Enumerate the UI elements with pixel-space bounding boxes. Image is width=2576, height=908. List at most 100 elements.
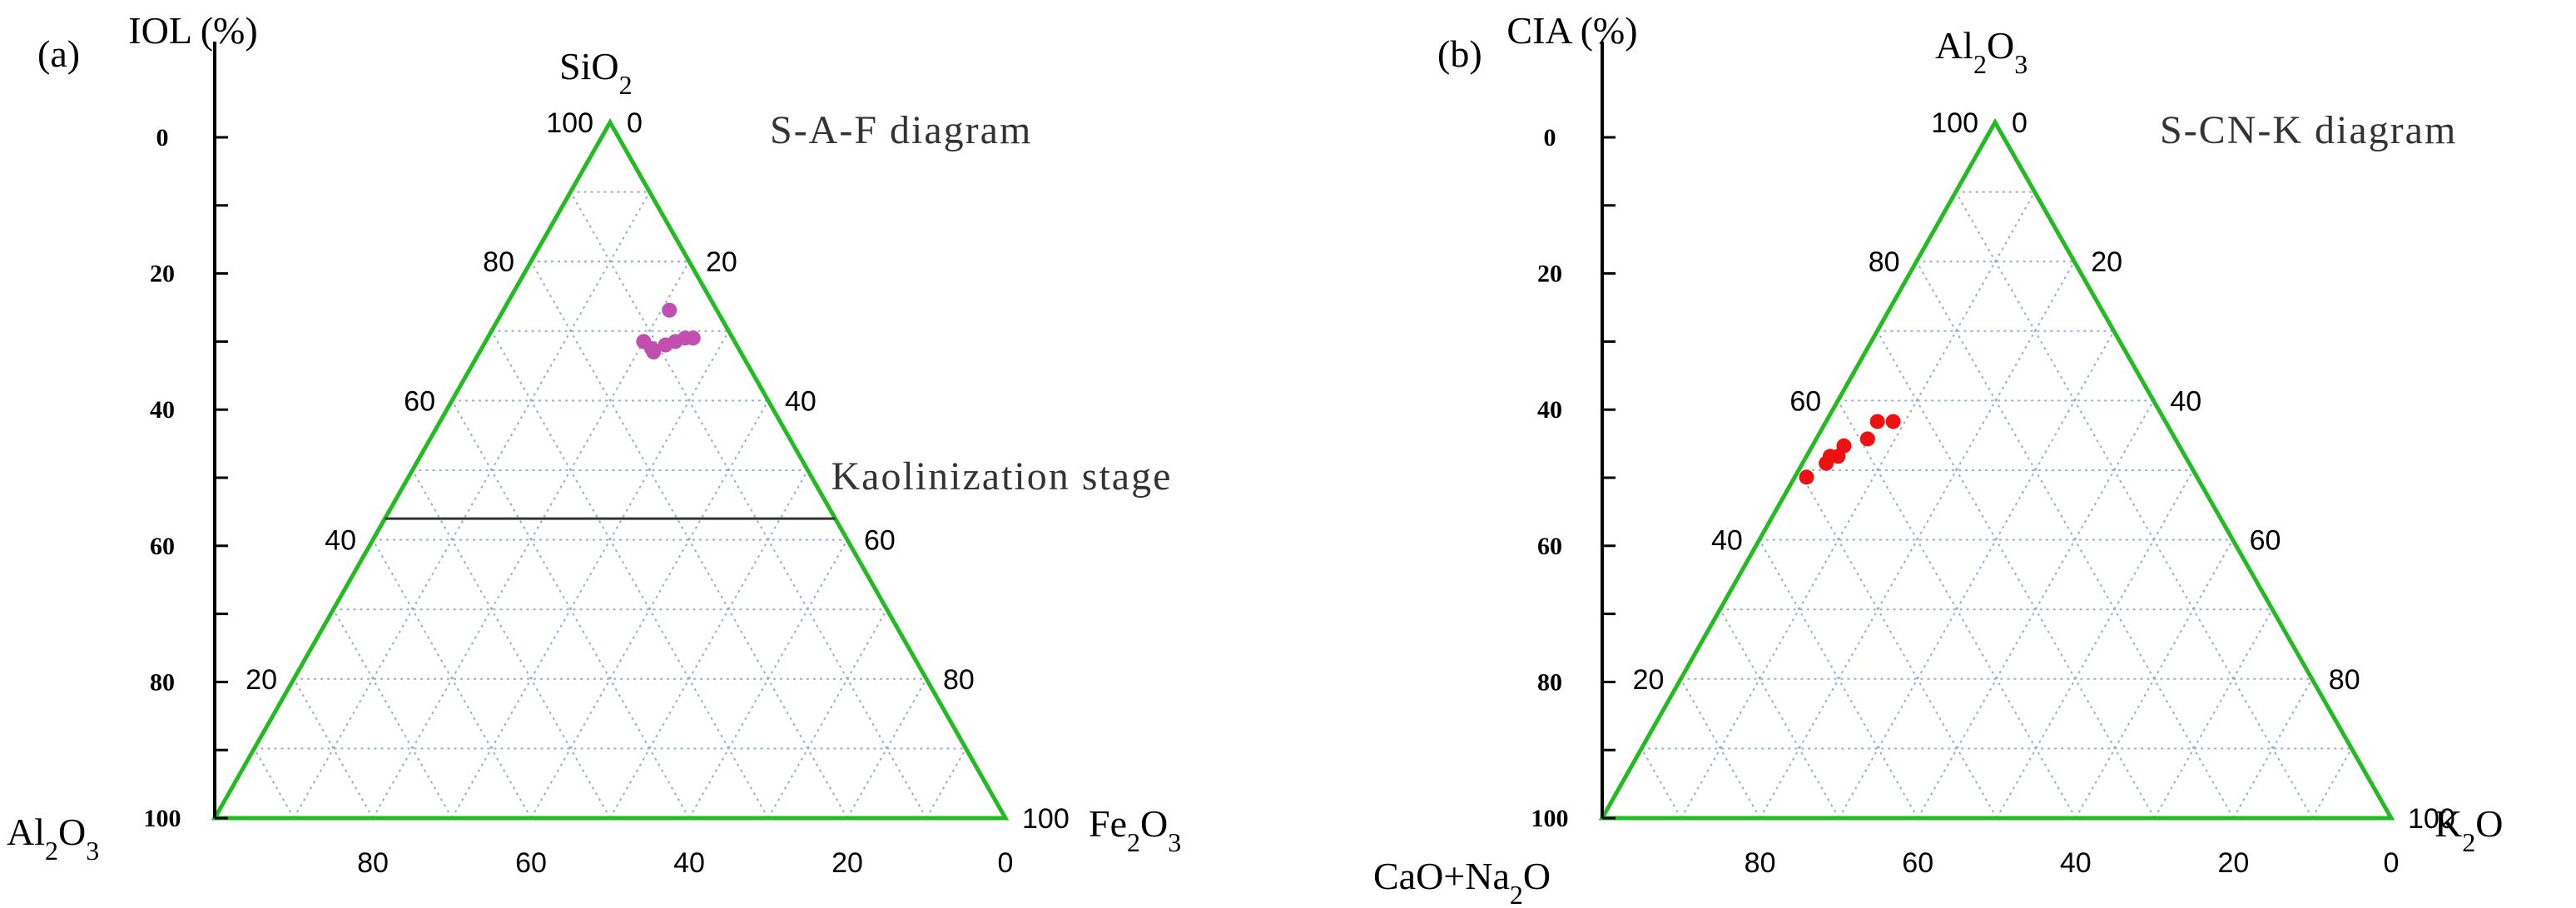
right-edge-tick-label: 0 (2012, 107, 2028, 139)
bottom-tick-label: 80 (1745, 847, 1776, 879)
gridline-left-7 (332, 608, 453, 819)
gridline-right-6 (688, 539, 848, 819)
left-edge-tick-label: 20 (246, 664, 277, 696)
right-edge-tick-label: 100 (1022, 803, 1070, 835)
bottom-tick-label: 20 (2217, 847, 2249, 879)
right-edge-tick-label: 60 (864, 525, 896, 557)
gridline-left-1 (569, 191, 927, 819)
gridline-right-5 (609, 469, 809, 819)
panel-label: (b) (1437, 32, 1482, 75)
y-tick-label: 60 (150, 533, 175, 560)
data-point (662, 302, 678, 318)
bottom-tick-label: 40 (673, 847, 705, 879)
apex-left-label: CaO+Na2O (1373, 855, 1551, 908)
gridline-right-8 (2232, 678, 2313, 819)
right-edge-tick-label: 20 (706, 246, 737, 278)
gridline-left-6 (372, 539, 532, 819)
gridline-left-5 (1798, 469, 1998, 819)
right-edge-tick-label: 100 (2408, 803, 2455, 835)
ternary-grid (253, 191, 967, 819)
ternary-triangle (211, 117, 1010, 821)
gridline-right-3 (451, 330, 730, 819)
gridline-right-6 (2074, 539, 2234, 819)
bottom-tick-label: 60 (515, 847, 547, 879)
panel-label: (a) (37, 32, 80, 75)
apex-top-label: SiO2 (559, 45, 633, 100)
gridline-right-8 (846, 678, 927, 819)
gridline-right-9 (926, 747, 967, 819)
gridline-left-9 (253, 747, 295, 819)
apex-top-label: Al2O3 (1935, 24, 2028, 79)
ternary-triangle (1598, 117, 2395, 821)
diagram-title: S-CN-K diagram (2160, 108, 2457, 152)
panel-a: 0 20 40 60 80 100 (a) IOL (%) SiO2 Al2O3 Fe2O3 S-A-… (7, 9, 1181, 879)
panel-b: 0 20 40 60 80 100 (b) CIA (%) Al2O3 CaO+Na2O K2O S-… (1373, 9, 2503, 908)
y-tick-label: 20 (150, 260, 175, 288)
gridline-left-7 (1719, 608, 1840, 819)
right-edge-tick-label: 0 (627, 107, 643, 139)
data-point (1869, 414, 1885, 429)
gridline-right-9 (2311, 747, 2353, 819)
right-edge-tick-label: 60 (2250, 525, 2281, 557)
right-edge-tick-label: 20 (2091, 246, 2122, 278)
gridline-left-6 (1758, 539, 1919, 819)
data-point (1799, 469, 1814, 485)
apex-right-label: K2O (2435, 802, 2503, 857)
bottom-tick-label: 40 (2060, 847, 2092, 879)
gridline-left-3 (490, 330, 769, 819)
y-tick-label: 0 (1544, 124, 1556, 151)
gridline-left-9 (1640, 747, 1682, 819)
data-point (1859, 431, 1875, 447)
left-edge-tick-label: 80 (483, 246, 514, 278)
gridline-right-1 (293, 191, 651, 819)
gridline-right-7 (2153, 608, 2274, 819)
left-edge-tick-label: 100 (546, 107, 593, 139)
y-tick-label: 0 (156, 124, 169, 151)
y-axis-title: IOL (%) (128, 9, 257, 52)
threshold-label: Kaolinization stage (831, 454, 1173, 499)
left-edge-tick-label: 60 (1789, 385, 1821, 417)
gridline-right-5 (1996, 469, 2194, 819)
ternary-grid (1640, 191, 2353, 819)
data-point (646, 344, 662, 360)
left-edge-tick-label: 100 (1931, 107, 1978, 139)
left-edge-tick-label: 80 (1869, 246, 1900, 278)
y-tick-label: 60 (1537, 533, 1562, 560)
gridline-left-3 (1876, 330, 2156, 819)
gridline-right-3 (1838, 330, 2115, 819)
y-axis-title: CIA (%) (1506, 9, 1637, 52)
y-tick-label: 40 (150, 396, 175, 424)
left-edge-tick-label: 20 (1633, 664, 1665, 696)
left-edge-tick-label: 40 (325, 525, 356, 557)
y-tick-label: 80 (1537, 668, 1562, 696)
bottom-tick-label: 0 (2384, 847, 2400, 879)
gridline-left-8 (1680, 678, 1761, 819)
left-edge-tick-label: 40 (1711, 525, 1743, 557)
gridline-left-5 (411, 469, 611, 819)
right-edge-tick-label: 40 (2170, 385, 2201, 417)
bottom-tick-label: 20 (831, 847, 863, 879)
y-tick-label: 40 (1537, 396, 1562, 424)
y-tick-label: 80 (150, 668, 175, 696)
data-point (685, 330, 701, 346)
gridline-left-8 (293, 678, 374, 819)
apex-left-label: Al2O3 (7, 811, 99, 866)
data-point (1819, 455, 1834, 471)
bottom-tick-label: 0 (998, 847, 1014, 879)
gridline-right-1 (1680, 191, 2036, 819)
bottom-tick-label: 80 (357, 847, 389, 879)
right-edge-tick-label: 80 (2329, 664, 2360, 696)
y-tick-label: 100 (144, 805, 181, 832)
gridline-right-7 (767, 608, 888, 819)
gridline-left-1 (1954, 191, 2314, 819)
right-edge-tick-label: 40 (785, 385, 816, 417)
diagram-title: S-A-F diagram (770, 108, 1032, 152)
y-tick-label: 20 (1537, 260, 1562, 288)
data-point (1885, 414, 1901, 429)
y-tick-label: 100 (1531, 805, 1569, 832)
apex-right-label: Fe2O3 (1089, 802, 1181, 857)
right-edge-tick-label: 80 (943, 664, 975, 696)
bottom-tick-label: 60 (1902, 847, 1933, 879)
left-edge-tick-label: 60 (404, 385, 435, 417)
